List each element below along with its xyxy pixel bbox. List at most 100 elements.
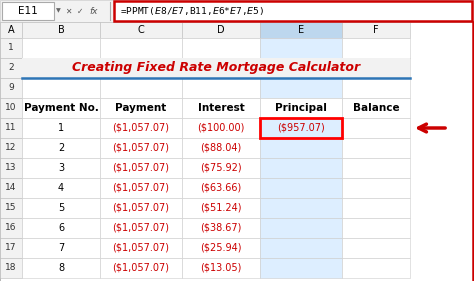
Bar — [342, 118, 410, 138]
Bar — [182, 118, 260, 138]
Text: B: B — [58, 25, 64, 35]
Bar — [0, 258, 22, 278]
Bar — [22, 78, 100, 98]
Bar — [0, 58, 22, 78]
Bar — [100, 158, 182, 178]
Bar — [0, 218, 22, 238]
Text: 15: 15 — [5, 203, 17, 212]
Bar — [22, 238, 100, 258]
Bar — [22, 198, 100, 218]
Bar — [260, 22, 342, 38]
Text: 12: 12 — [5, 144, 17, 153]
Text: ($88.04): ($88.04) — [201, 143, 242, 153]
Bar — [182, 158, 260, 178]
Bar — [0, 238, 22, 258]
Bar — [22, 218, 100, 238]
Text: ($63.66): ($63.66) — [201, 183, 242, 193]
Text: ($957.07): ($957.07) — [277, 123, 325, 133]
Text: ($1,057.07): ($1,057.07) — [112, 223, 170, 233]
Text: =PPMT($E$8/$E$7,B11,$E$6*$E$7,$E$5): =PPMT($E$8/$E$7,B11,$E$6*$E$7,$E$5) — [120, 5, 264, 17]
Bar — [100, 38, 182, 58]
Bar — [0, 138, 22, 158]
Text: 8: 8 — [58, 263, 64, 273]
Bar — [100, 78, 182, 98]
Bar — [0, 78, 22, 98]
Text: 11: 11 — [5, 124, 17, 133]
Text: E: E — [298, 25, 304, 35]
Bar — [342, 78, 410, 98]
Text: Creating Fixed Rate Mortgage Calculator: Creating Fixed Rate Mortgage Calculator — [72, 62, 360, 74]
Bar — [260, 38, 342, 58]
Bar — [182, 58, 260, 78]
Bar — [22, 118, 100, 138]
Bar — [182, 218, 260, 238]
Text: ✓: ✓ — [77, 6, 83, 15]
Text: ($1,057.07): ($1,057.07) — [112, 263, 170, 273]
Text: ($13.05): ($13.05) — [201, 263, 242, 273]
Text: ($1,057.07): ($1,057.07) — [112, 143, 170, 153]
Bar — [260, 178, 342, 198]
Bar — [100, 238, 182, 258]
Bar — [0, 98, 22, 118]
Bar — [182, 38, 260, 58]
Bar — [0, 158, 22, 178]
Text: Balance: Balance — [353, 103, 399, 113]
Text: ($1,057.07): ($1,057.07) — [112, 183, 170, 193]
Bar — [22, 258, 100, 278]
Bar — [22, 58, 410, 78]
Text: D: D — [217, 25, 225, 35]
Text: ($100.00): ($100.00) — [197, 123, 245, 133]
Text: 6: 6 — [58, 223, 64, 233]
Bar — [0, 178, 22, 198]
Text: 5: 5 — [58, 203, 64, 213]
Text: C: C — [137, 25, 145, 35]
Text: 18: 18 — [5, 264, 17, 273]
Bar — [260, 258, 342, 278]
Bar — [342, 38, 410, 58]
Bar — [342, 198, 410, 218]
Bar — [342, 138, 410, 158]
Bar — [182, 258, 260, 278]
Text: ($1,057.07): ($1,057.07) — [112, 243, 170, 253]
Bar — [342, 258, 410, 278]
Bar — [342, 218, 410, 238]
Text: 13: 13 — [5, 164, 17, 173]
Bar — [260, 158, 342, 178]
Bar — [0, 0, 474, 22]
Text: 3: 3 — [58, 163, 64, 173]
Bar — [182, 198, 260, 218]
Text: ($51.24): ($51.24) — [200, 203, 242, 213]
Text: 1: 1 — [8, 44, 14, 53]
Bar — [100, 118, 182, 138]
Bar — [100, 178, 182, 198]
Bar — [342, 238, 410, 258]
Text: ▼: ▼ — [55, 8, 60, 13]
Text: 2: 2 — [8, 64, 14, 72]
Bar — [22, 38, 100, 58]
Text: 17: 17 — [5, 244, 17, 253]
Bar — [182, 178, 260, 198]
Bar — [2, 2, 54, 20]
Bar — [100, 218, 182, 238]
Bar — [260, 198, 342, 218]
Bar — [114, 1, 472, 21]
Bar — [182, 78, 260, 98]
Bar — [100, 198, 182, 218]
Text: 16: 16 — [5, 223, 17, 232]
Bar — [342, 178, 410, 198]
Bar — [260, 118, 342, 138]
Bar — [260, 78, 342, 98]
Bar — [22, 98, 100, 118]
Text: fx: fx — [90, 6, 98, 15]
Text: ✕: ✕ — [65, 6, 71, 15]
Bar — [100, 58, 182, 78]
Text: 1: 1 — [58, 123, 64, 133]
Bar — [0, 118, 22, 138]
Bar — [260, 218, 342, 238]
Bar — [100, 22, 182, 38]
Text: ($1,057.07): ($1,057.07) — [112, 163, 170, 173]
Text: ($1,057.07): ($1,057.07) — [112, 123, 170, 133]
Bar — [342, 58, 410, 78]
Text: Payment No.: Payment No. — [24, 103, 99, 113]
Text: 7: 7 — [58, 243, 64, 253]
